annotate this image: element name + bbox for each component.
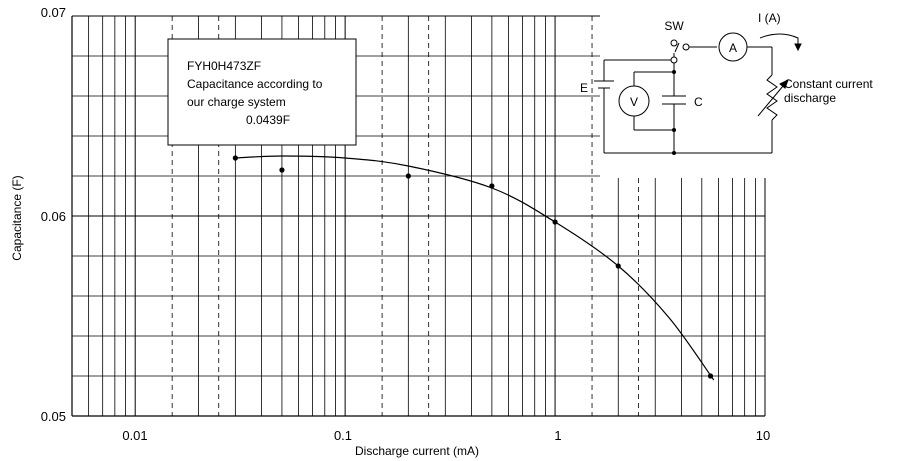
data-point [232, 155, 238, 161]
product-note-box: FYH0H473ZF Capacitance according to our … [167, 38, 357, 146]
data-point [279, 167, 285, 173]
x-tick-label-0.01: 0.01 [122, 428, 147, 443]
data-point [615, 263, 621, 269]
x-tick-label-0.1: 0.1 [334, 428, 352, 443]
variable-resistor-icon [766, 74, 778, 121]
load-label-line2: discharge [784, 91, 836, 105]
note-line-charge-system: our charge system [187, 95, 286, 109]
y-tick-label-0.07: 0.07 [41, 5, 66, 20]
x-axis-title: Discharge current (mA) [355, 444, 479, 458]
voltmeter-label: V [630, 95, 638, 109]
battery-label: E [580, 81, 588, 95]
current-arrow-icon [759, 33, 799, 48]
data-points [232, 155, 714, 379]
data-point [405, 173, 411, 179]
note-part-number: FYH0H473ZF [187, 59, 261, 73]
note-value: 0.0439F [246, 113, 290, 127]
x-tick-label-1: 1 [554, 428, 561, 443]
y-tick-label-0.05: 0.05 [41, 409, 66, 424]
data-point [552, 219, 558, 225]
load-label-line1: Constant current [784, 77, 873, 91]
y-axis-title: Capacitance (F) [10, 175, 24, 260]
switch-icon [670, 56, 678, 64]
ammeter-label: A [729, 41, 737, 55]
data-point [489, 183, 495, 189]
x-tick-label-10: 10 [756, 428, 770, 443]
y-tick-label-0.06: 0.06 [41, 209, 66, 224]
switch-label: SW [664, 19, 684, 33]
fit-curve [235, 155, 715, 381]
note-line-capacitance: Capacitance according to [187, 77, 323, 91]
capacitor-label: C [694, 95, 703, 109]
current-label: I (A) [758, 11, 781, 25]
axes [71, 16, 765, 417]
data-point [707, 373, 714, 379]
circuit-diagram: SW I (A) A V E C Constant current discha… [580, 0, 873, 178]
